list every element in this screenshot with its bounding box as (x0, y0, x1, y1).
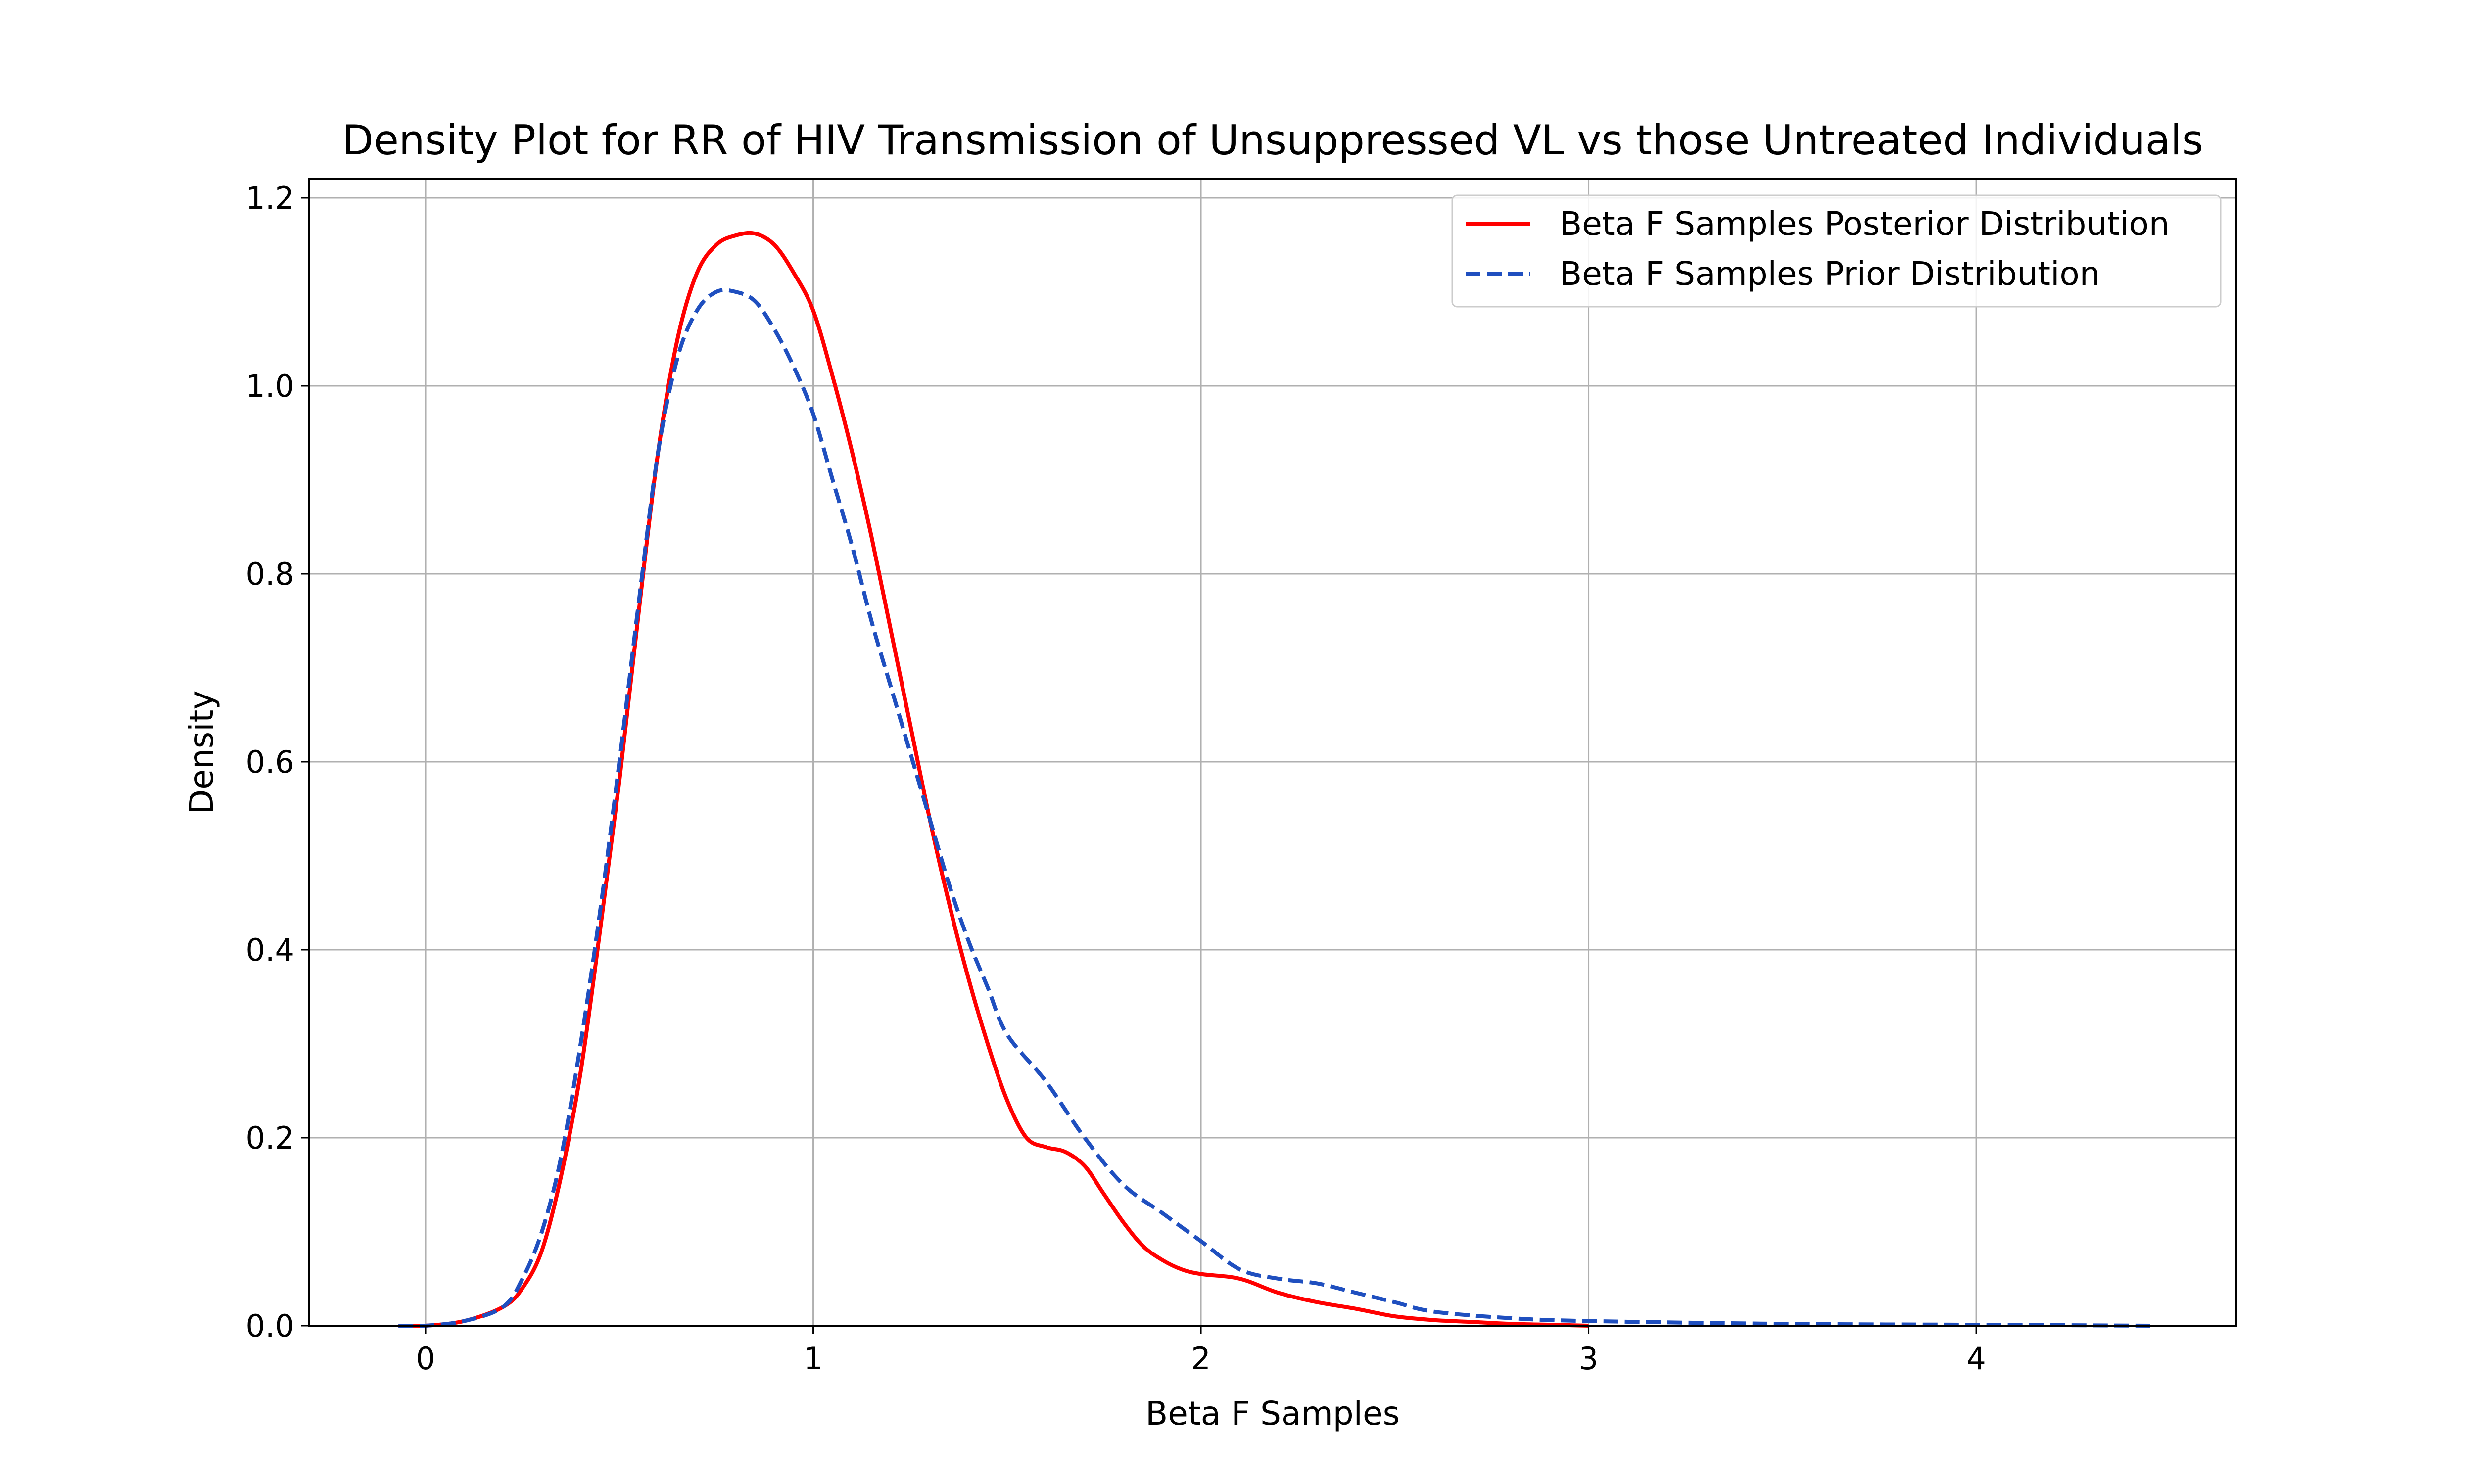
y-tick-label: 0.6 (245, 744, 294, 780)
legend: Beta F Samples Posterior Distribution Be… (1451, 194, 2222, 308)
legend-label-posterior: Beta F Samples Posterior Distribution (1560, 205, 2170, 243)
x-tick-label: 4 (1966, 1341, 1986, 1377)
y-tick-label: 1.2 (245, 180, 294, 216)
posterior-density-line (398, 231, 1589, 1328)
x-tick-label: 3 (1579, 1341, 1598, 1377)
y-tick-label: 0.2 (245, 1120, 294, 1156)
grid-lines (309, 179, 2236, 1327)
legend-box (1451, 194, 2222, 308)
x-tick-label: 1 (804, 1341, 823, 1377)
y-axis-label: Density (183, 691, 221, 815)
y-tick-label: 0.8 (245, 556, 294, 592)
series-layer (398, 231, 2151, 1328)
y-tick-label: 0.4 (245, 932, 294, 968)
prior-density-line (398, 288, 2151, 1328)
x-axis-label: Beta F Samples (1145, 1394, 1400, 1433)
y-tick-label: 0.0 (245, 1308, 294, 1344)
plot-frame (308, 178, 2237, 1327)
x-tick-label: 0 (416, 1341, 435, 1377)
legend-label-prior: Beta F Samples Prior Distribution (1560, 255, 2100, 293)
chart-title: Density Plot for RR of HIV Transmission … (342, 116, 2203, 164)
axis-ticks: 0 1 2 3 4 0.0 0.2 0.4 0.6 0.8 1.0 1.2 (245, 180, 1986, 1377)
y-tick-label: 1.0 (245, 368, 294, 404)
x-tick-label: 2 (1191, 1341, 1210, 1377)
